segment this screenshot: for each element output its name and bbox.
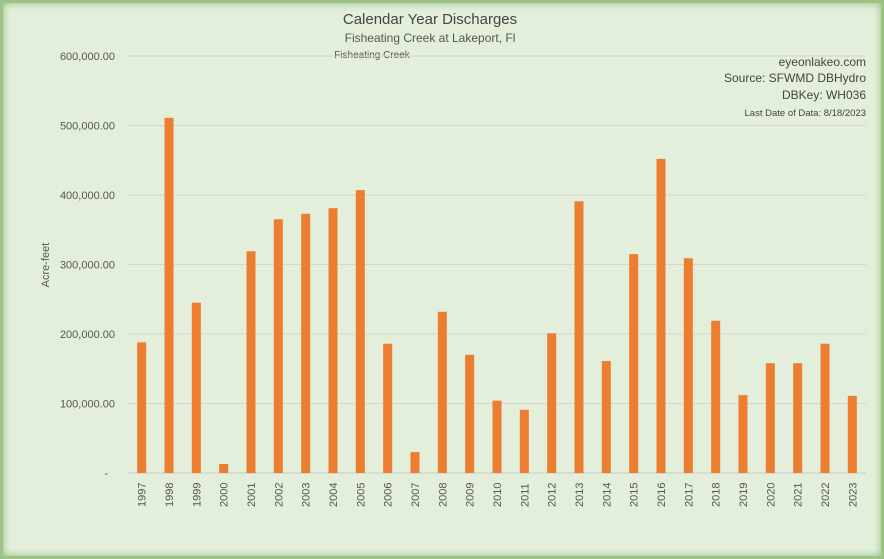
x-tick-label: 2014 bbox=[601, 483, 613, 507]
bar-2004 bbox=[328, 208, 338, 473]
x-tick-label: 2023 bbox=[847, 483, 859, 507]
y-tick-label: 400,000.00 bbox=[60, 190, 115, 202]
y-tick-label: 200,000.00 bbox=[60, 329, 115, 341]
bar-2017 bbox=[683, 258, 693, 473]
bar-2011 bbox=[519, 409, 529, 473]
bar-2001 bbox=[246, 251, 256, 473]
annotation-website: eyeonlakeo.com bbox=[779, 55, 866, 69]
bar-1999 bbox=[191, 302, 201, 473]
bar-2008 bbox=[437, 311, 447, 473]
y-tick-label: 300,000.00 bbox=[60, 260, 115, 272]
annotation-dbkey: DBKey: WH036 bbox=[782, 88, 866, 102]
bar-2005 bbox=[355, 190, 365, 473]
bar-2000 bbox=[219, 463, 229, 473]
bar-2016 bbox=[656, 158, 666, 474]
bar-1997 bbox=[137, 342, 147, 473]
bar-2013 bbox=[574, 201, 584, 473]
x-tick-label: 2001 bbox=[246, 483, 258, 507]
x-tick-label: 2004 bbox=[328, 483, 340, 507]
x-tick-label: 2010 bbox=[492, 483, 504, 507]
y-tick-label: 600,000.00 bbox=[60, 51, 115, 63]
bar-2002 bbox=[273, 219, 283, 473]
x-tick-label: 2022 bbox=[820, 483, 832, 507]
bar-2014 bbox=[601, 361, 611, 473]
x-tick-label: 2018 bbox=[711, 483, 723, 507]
x-tick-label: 2002 bbox=[273, 483, 285, 507]
bar-2015 bbox=[629, 254, 639, 473]
x-tick-label: 2011 bbox=[519, 483, 531, 507]
x-tick-label: 2009 bbox=[465, 483, 477, 507]
bar-2012 bbox=[547, 333, 557, 473]
y-tick-label: - bbox=[104, 468, 108, 480]
bar-2019 bbox=[738, 395, 748, 473]
annotation-last-date: Last Date of Data: 8/18/2023 bbox=[745, 108, 866, 119]
x-tick-label: 2005 bbox=[355, 483, 367, 507]
y-tick-label: 500,000.00 bbox=[60, 121, 115, 133]
x-tick-label: 1998 bbox=[164, 483, 176, 507]
x-tick-label: 2015 bbox=[629, 483, 641, 507]
x-tick-label: 2008 bbox=[437, 483, 449, 507]
x-tick-label: 2003 bbox=[301, 483, 313, 507]
x-tick-label: 2017 bbox=[683, 483, 695, 507]
x-tick-label: 2013 bbox=[574, 483, 586, 507]
bar-2006 bbox=[383, 343, 393, 473]
x-tick-label: 2000 bbox=[219, 483, 231, 507]
chart-subtitle: Fisheating Creek at Lakeport, Fl bbox=[345, 31, 516, 45]
y-axis-label: Acre-feet bbox=[40, 243, 52, 288]
x-tick-label: 1999 bbox=[191, 483, 203, 507]
bar-2018 bbox=[711, 320, 721, 473]
y-tick-label: 100,000.00 bbox=[60, 399, 115, 411]
bar-2009 bbox=[465, 354, 475, 473]
x-tick-label: 1997 bbox=[137, 483, 149, 507]
chart-title: Calendar Year Discharges bbox=[343, 11, 517, 28]
x-tick-label: 2019 bbox=[738, 483, 750, 507]
bar-2023 bbox=[847, 395, 857, 473]
bar-2022 bbox=[820, 343, 830, 473]
x-tick-label: 2007 bbox=[410, 483, 422, 507]
x-tick-label: 2012 bbox=[547, 483, 559, 507]
bar-2003 bbox=[301, 213, 311, 473]
x-tick-label: 2021 bbox=[793, 483, 805, 507]
bar-1998 bbox=[164, 117, 174, 473]
bar-2021 bbox=[793, 363, 803, 473]
bar-2020 bbox=[765, 363, 775, 473]
bar-2007 bbox=[410, 452, 420, 473]
annotation-source: Source: SFWMD DBHydro bbox=[724, 71, 866, 85]
bar-2010 bbox=[492, 400, 502, 473]
x-tick-label: 2020 bbox=[765, 483, 777, 507]
x-tick-label: 2016 bbox=[656, 483, 668, 507]
x-tick-label: 2006 bbox=[383, 483, 395, 507]
